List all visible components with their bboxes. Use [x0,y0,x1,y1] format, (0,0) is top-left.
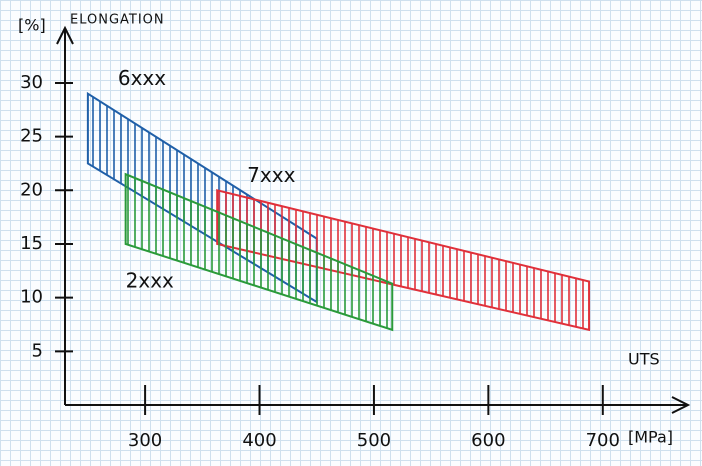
series-label: 7xxx [247,163,295,187]
x-tick-label: 300 [128,430,162,451]
y-tick-label: 30 [20,72,43,93]
x-tick-label: 700 [586,430,620,451]
x-label: UTS [628,350,660,369]
y-unit: [%] [18,16,46,35]
series-label: 6xxx [118,66,166,90]
y-tick-label: 20 [20,179,43,200]
y-tick-label: 15 [20,233,43,254]
y-label: ELONGATION [70,13,165,28]
y-tick-label: 5 [32,340,43,361]
x-tick-label: 500 [357,430,391,451]
x-tick-label: 600 [471,430,505,451]
y-tick-label: 10 [20,287,43,308]
x-axis-arrow [671,396,691,414]
series-label: 2xxx [126,268,174,292]
range-area [124,172,394,332]
x-tick-label: 400 [242,430,276,451]
y-axis-arrow [56,25,74,45]
x-unit: [MPa] [628,428,673,447]
y-tick-label: 25 [20,126,43,147]
